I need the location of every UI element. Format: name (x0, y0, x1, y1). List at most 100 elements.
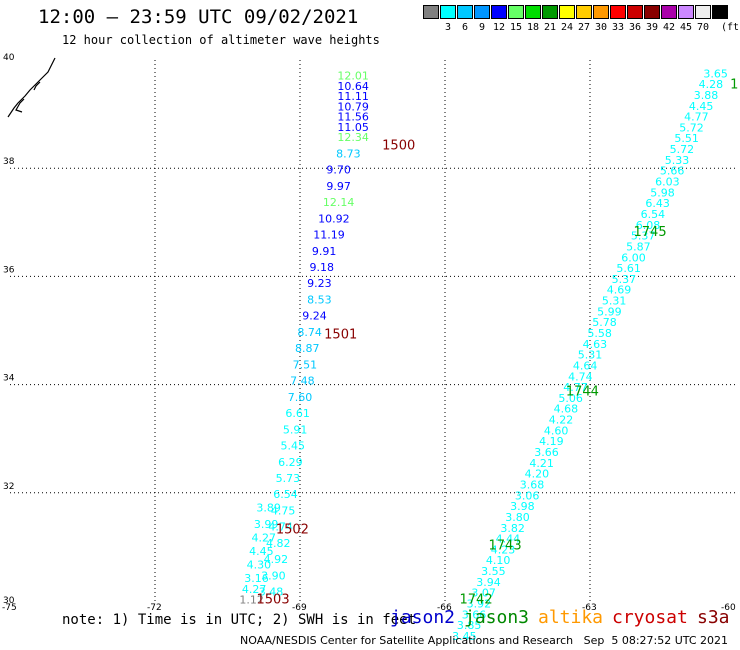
wave-height-value: 3.98 (510, 500, 535, 513)
wave-height-value: 4.75 (271, 504, 296, 517)
map-title: 12:00 – 23:59 UTC 09/02/2021 (38, 6, 359, 28)
x-tick-label: -60 (721, 603, 736, 613)
legend-label: 18 (526, 22, 540, 33)
legend-swatch (644, 5, 660, 19)
wave-height-value: 6.08 (636, 219, 661, 232)
legend-swatch (695, 5, 711, 19)
wave-height-value: 5.61 (616, 262, 641, 275)
legend-swatch (457, 5, 473, 19)
legend-label: 12 (492, 22, 506, 33)
wave-height-value: 10.79 (337, 100, 369, 113)
wave-height-value: 3.92 (467, 597, 492, 610)
wave-height-value: 8.87 (295, 342, 320, 355)
wave-height-value: 4.63 (583, 338, 608, 351)
wave-height-value: 5.51 (674, 132, 699, 145)
legend-swatch (542, 5, 558, 19)
satellite-name: altika (538, 607, 604, 628)
wave-height-value: 5.98 (650, 186, 675, 199)
wave-height-value: 4.60 (544, 424, 569, 437)
wave-height-value: 3.94 (476, 576, 501, 589)
coastline (7, 57, 56, 118)
wave-height-value: 11.05 (337, 121, 369, 134)
wave-height-value: 6.03 (655, 176, 680, 189)
wave-height-value: 3.85 (457, 619, 482, 632)
wave-height-value: 7.48 (290, 375, 315, 388)
satellite-name: s3a (697, 607, 730, 628)
legend-swatch (440, 5, 456, 19)
wave-height-value: 9.91 (312, 245, 337, 258)
wave-height-value: 4.44 (496, 533, 521, 546)
wave-height-value: 9.97 (326, 180, 351, 193)
legend-swatch (559, 5, 575, 19)
wave-height-value: 5.73 (276, 472, 301, 485)
legend-swatch (627, 5, 643, 19)
wave-height-value: 12.01 (337, 69, 369, 82)
wave-height-value: 3.16 (244, 572, 269, 585)
pass-time-label: 1744 (566, 384, 599, 399)
wave-height-value: 5.33 (665, 154, 690, 167)
wave-height-value: 3.80 (505, 511, 530, 524)
y-tick-label: 30 (3, 596, 15, 606)
pass-time-label: 1743 (489, 539, 522, 554)
map-subtitle: 12 hour collection of altimeter wave hei… (62, 33, 380, 47)
wave-height-value: 3.89 (256, 502, 281, 515)
wave-height-value: 5.37 (631, 230, 656, 243)
legend-swatch (661, 5, 677, 19)
wave-height-value: 3.06 (515, 489, 540, 502)
x-tick-label: -63 (582, 603, 597, 613)
wave-height-value: 5.06 (558, 392, 583, 405)
y-tick-label: 36 (3, 265, 15, 275)
satellite-name: cryosat (612, 607, 688, 628)
wave-height-value: 5.37 (612, 273, 637, 286)
legend-swatch (491, 5, 507, 19)
legend-label: 9 (478, 22, 486, 33)
footer-note: note: 1) Time is in UTC; 2) SWH is in fe… (62, 612, 417, 628)
wave-height-value: 4.30 (247, 559, 272, 572)
legend-label: 3 (444, 22, 452, 33)
wave-height-value: 4.74 (568, 370, 593, 383)
wave-height-value: 5.99 (597, 305, 622, 318)
pass-time-label: 1501 (324, 328, 357, 343)
satellite-name: jason3 (464, 607, 530, 628)
legend-label: 39 (645, 22, 659, 33)
wave-height-value: 7.51 (293, 358, 318, 371)
legend-label: 36 (628, 22, 642, 33)
wave-height-value: 4.21 (529, 457, 554, 470)
wave-height-value: 6.43 (645, 197, 670, 210)
legend-swatch (423, 5, 439, 19)
wave-height-value: 3.68 (520, 478, 545, 491)
wave-height-value: 6.54 (641, 208, 666, 221)
wave-height-value: 4.68 (554, 403, 579, 416)
pass-time-label: 1742 (460, 593, 493, 608)
wave-height-value: 3.66 (462, 608, 487, 621)
wave-height-value: 5.72 (679, 121, 704, 134)
wave-height-value: 3.45 (452, 630, 477, 643)
wave-height-value: 4.77 (684, 111, 709, 124)
wave-height-value: 7.60 (288, 391, 313, 404)
wave-height-value: 4.92 (264, 553, 289, 566)
legend-label: 30 (594, 22, 608, 33)
y-tick-label: 34 (3, 374, 15, 384)
legend-label: 42 (662, 22, 676, 33)
wave-height-value: 4.10 (486, 554, 511, 567)
wave-height-value: 10.92 (318, 212, 350, 225)
legend-label: 70 (696, 22, 710, 33)
x-tick-label: -66 (437, 603, 452, 613)
wave-height-value: 9.24 (302, 310, 327, 323)
wave-height-value: 4.19 (539, 435, 564, 448)
wave-height-value: 4.23 (491, 543, 516, 556)
wave-height-value: 8.73 (336, 147, 361, 160)
legend-swatch (576, 5, 592, 19)
wave-height-value: 3.66 (534, 446, 559, 459)
x-tick-label: -75 (2, 603, 17, 613)
legend-swatch (712, 5, 728, 19)
wave-height-value: 6.00 (621, 251, 646, 264)
wave-height-value: 6.61 (285, 407, 310, 420)
satellite-name: jason2 (390, 607, 456, 628)
wave-height-value: 12.34 (337, 131, 369, 144)
wave-height-value: 4.77 (563, 381, 588, 394)
wave-height-value: 4.27 (242, 583, 267, 596)
wave-height-value: 3.07 (471, 587, 496, 600)
wave-height-value: 4.22 (549, 414, 574, 427)
